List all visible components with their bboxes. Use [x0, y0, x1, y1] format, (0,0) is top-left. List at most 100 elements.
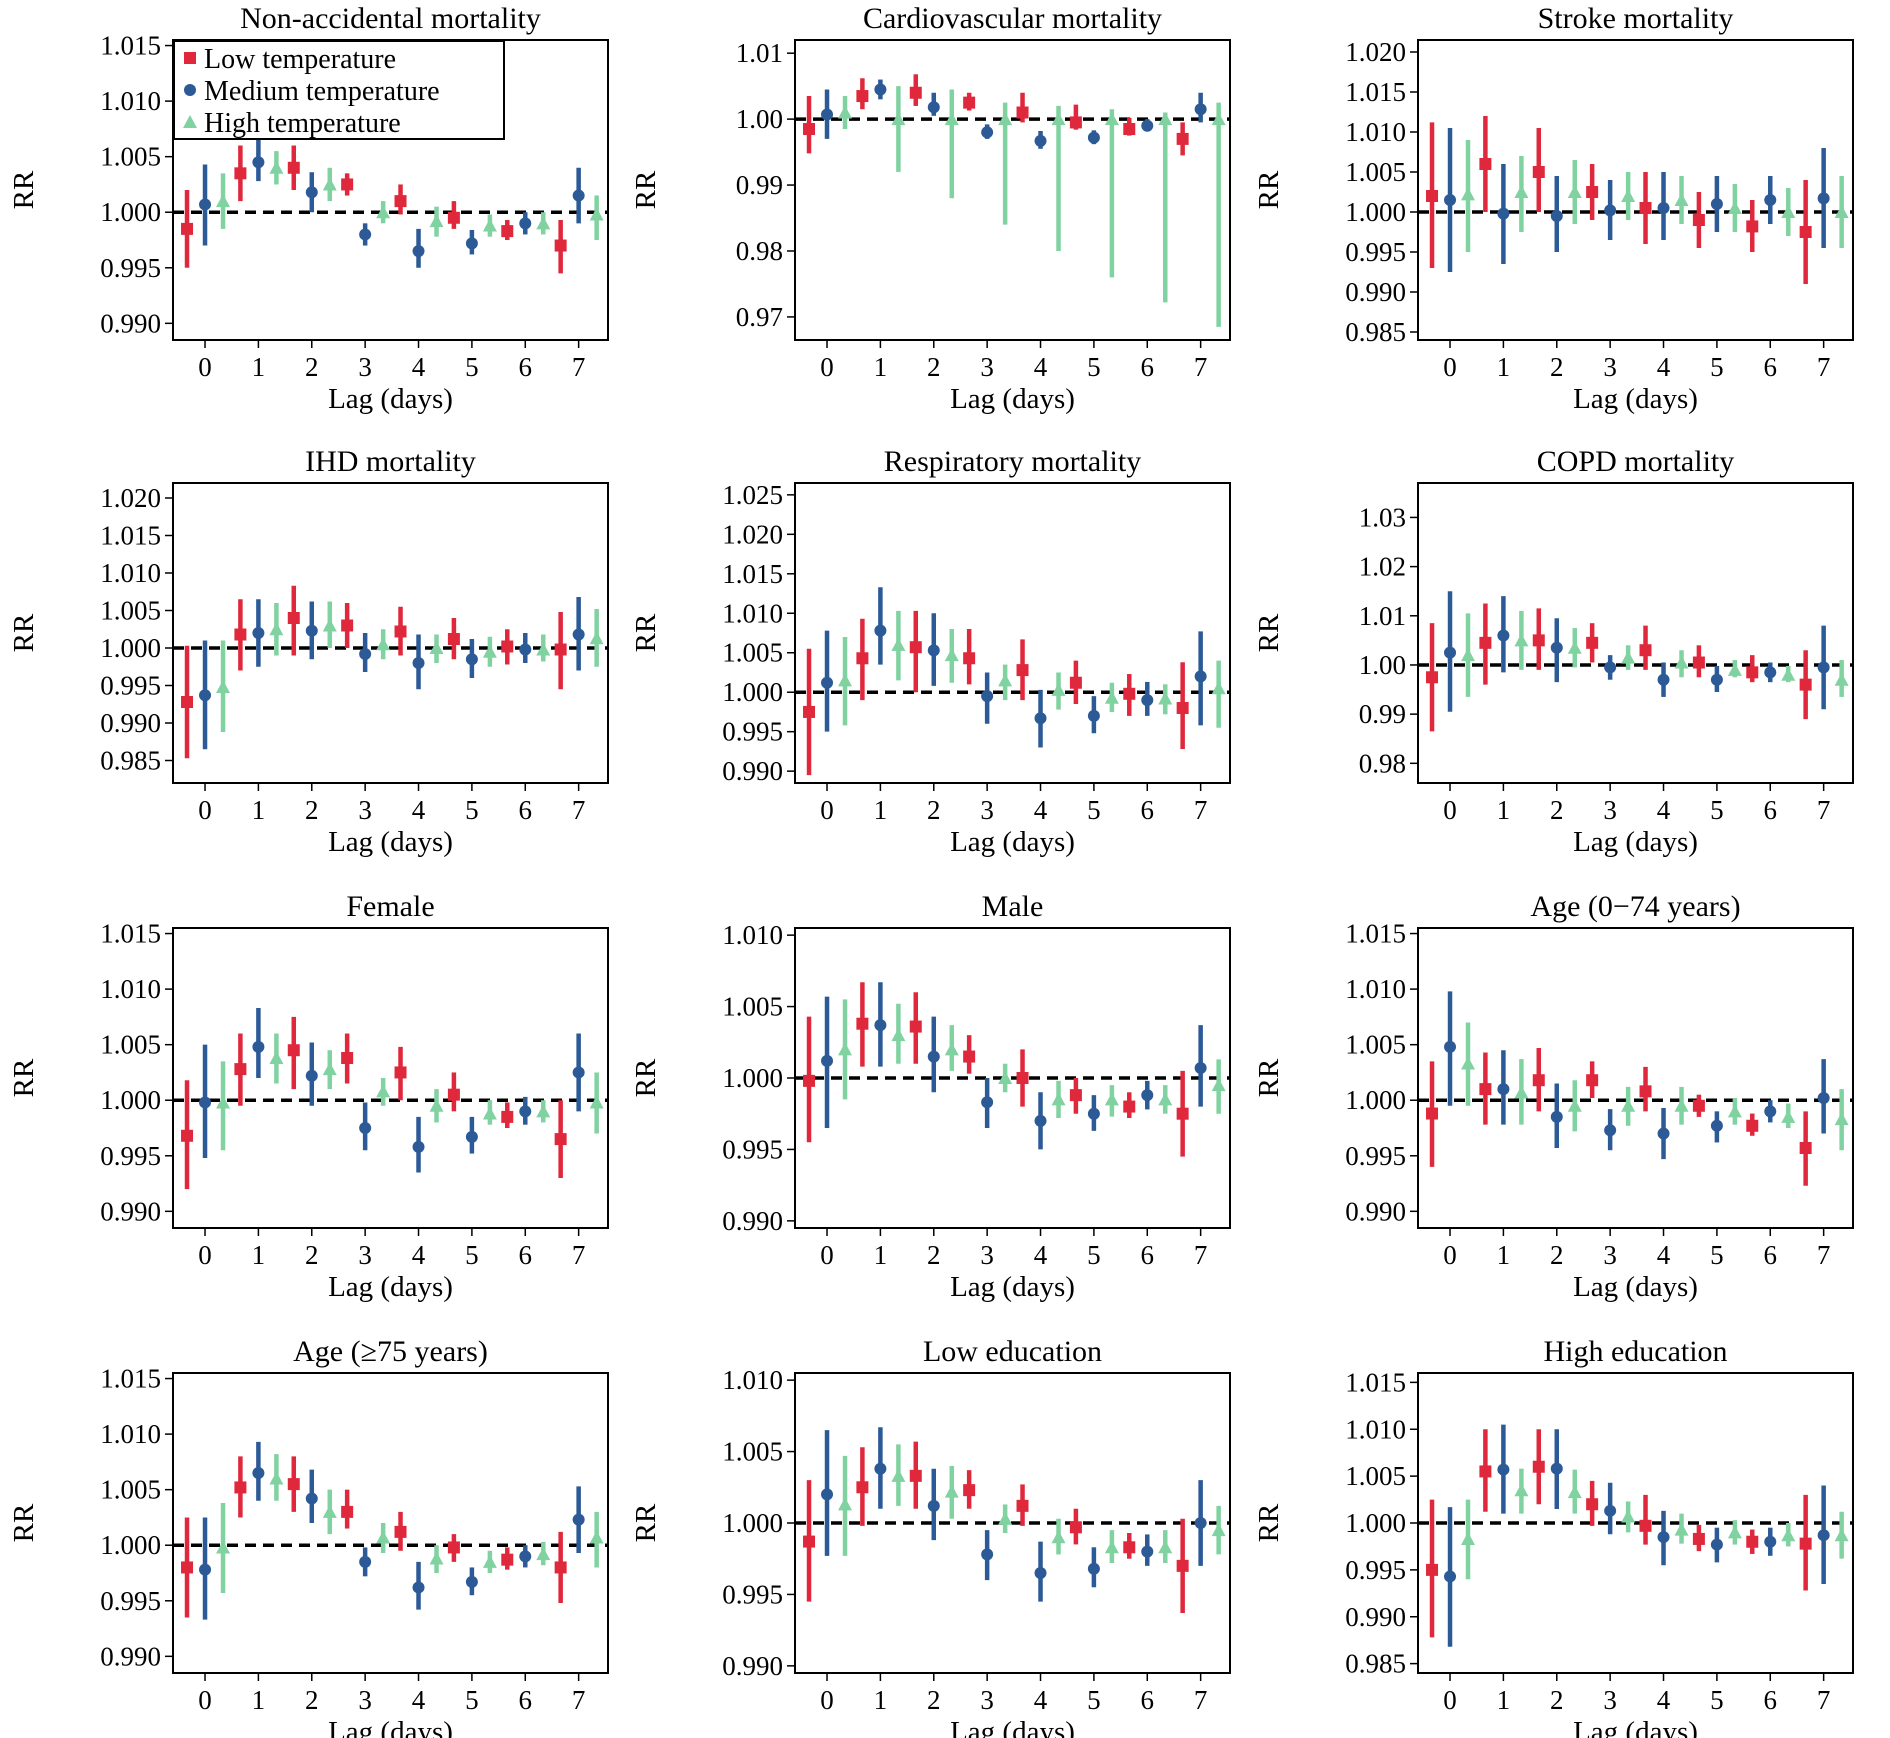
- medium-temperature-marker: [519, 1105, 532, 1118]
- y-tick-label: 1.01: [1359, 601, 1406, 631]
- x-tick-label: 5: [1710, 1685, 1724, 1715]
- high-temperature-marker: [1621, 1098, 1636, 1112]
- medium-temperature-marker: [359, 1555, 372, 1568]
- high-temperature-marker: [376, 1084, 391, 1098]
- high-temperature-marker: [891, 637, 906, 651]
- x-tick-label: 5: [1710, 795, 1724, 825]
- y-tick-label: 1.000: [100, 1085, 161, 1115]
- medium-temperature-marker: [1604, 1504, 1617, 1517]
- legend-label: Medium temperature: [204, 76, 440, 107]
- y-tick-label: 1.005: [1345, 157, 1406, 187]
- medium-temperature-marker: [1194, 1517, 1207, 1529]
- low-temperature-marker: [447, 1088, 460, 1101]
- y-tick-label: 0.995: [722, 1134, 783, 1164]
- medium-temperature-marker: [1550, 210, 1563, 222]
- x-tick-label: 2: [305, 352, 319, 382]
- low-temperature-marker: [287, 161, 300, 174]
- y-tick-label: 1.005: [722, 992, 783, 1022]
- x-axis-label: Lag (days): [950, 1271, 1075, 1303]
- low-temperature-marker: [181, 1561, 194, 1574]
- high-temperature-marker: [1051, 1092, 1066, 1106]
- x-axis-label: Lag (days): [328, 383, 453, 415]
- medium-temperature-marker: [981, 1096, 994, 1109]
- y-tick-label: 1.005: [722, 1437, 783, 1467]
- medium-temperature-marker: [1817, 661, 1830, 674]
- medium-temperature-marker: [1604, 204, 1617, 217]
- x-tick-label: 3: [1603, 352, 1617, 382]
- low-temperature-marker: [1799, 1142, 1812, 1154]
- low-temperature-marker: [909, 86, 922, 99]
- low-temperature-marker: [394, 1066, 407, 1079]
- x-tick-label: 5: [1710, 352, 1724, 382]
- high-temperature-marker: [1621, 650, 1636, 664]
- low-temperature-marker: [1069, 1089, 1082, 1102]
- y-tick-label: 1.010: [100, 974, 161, 1004]
- x-tick-label: 4: [1657, 352, 1671, 382]
- x-tick-label: 5: [465, 1240, 479, 1270]
- chart-panel: IHD mortality 0.985 0.990 0.995 1.000 1.005 1.…: [8, 445, 609, 858]
- axes-frame: [1417, 39, 1854, 341]
- medium-temperature-marker: [1550, 641, 1563, 654]
- x-tick-label: 2: [1550, 1240, 1564, 1270]
- high-temperature-marker: [376, 1530, 391, 1544]
- high-temperature-marker: [429, 1551, 444, 1565]
- high-temperature-marker: [1727, 1104, 1742, 1118]
- x-tick-label: 1: [252, 1240, 266, 1270]
- low-temperature-marker: [1586, 186, 1599, 198]
- medium-temperature-marker: [305, 624, 318, 637]
- chart-panel: High education 0.985 0.990 0.995 1.000 1.005 1…: [1253, 1335, 1854, 1738]
- x-tick-label: 0: [198, 795, 212, 825]
- high-temperature-marker: [322, 618, 337, 632]
- x-tick-label: 6: [519, 795, 533, 825]
- x-tick-label: 6: [519, 1685, 533, 1715]
- low-temperature-marker: [341, 1052, 354, 1064]
- y-tick-label: 0.995: [1345, 1555, 1406, 1585]
- low-temperature-marker: [803, 705, 816, 718]
- medium-temperature-marker: [1817, 1529, 1830, 1542]
- y-tick-label: 0.990: [1345, 1196, 1406, 1226]
- low-temperature-marker: [963, 96, 976, 109]
- x-tick-label: 6: [1141, 1240, 1155, 1270]
- x-tick-label: 3: [358, 1685, 372, 1715]
- x-axis-label: Lag (days): [1573, 383, 1698, 415]
- x-tick-label: 2: [927, 795, 941, 825]
- medium-temperature-marker: [1034, 134, 1047, 147]
- y-axis-label: RR: [8, 1503, 40, 1542]
- low-temperature-marker: [1692, 214, 1705, 226]
- high-temperature-marker: [429, 214, 444, 228]
- low-temperature-marker: [554, 1133, 567, 1146]
- medium-temperature-marker: [1034, 712, 1047, 725]
- low-temperature-marker: [1692, 1532, 1705, 1545]
- medium-temperature-marker: [305, 186, 318, 199]
- x-tick-label: 0: [1443, 1240, 1457, 1270]
- medium-temperature-marker: [465, 237, 478, 250]
- medium-temperature-marker: [412, 1581, 425, 1594]
- medium-temperature-marker: [412, 1140, 425, 1153]
- high-temperature-marker: [1158, 1092, 1173, 1106]
- y-tick-label: 0.97: [736, 302, 783, 332]
- high-temperature-marker: [838, 1497, 853, 1511]
- y-tick-label: 1.005: [1345, 1461, 1406, 1491]
- high-temperature-marker: [269, 1051, 284, 1064]
- y-tick-label: 1.010: [722, 1365, 783, 1395]
- high-temperature-marker: [589, 1095, 604, 1109]
- low-temperature-marker: [1479, 158, 1492, 170]
- low-temperature-marker: [1746, 1535, 1759, 1548]
- low-temperature-marker: [856, 1017, 869, 1030]
- axes-frame: [172, 482, 609, 784]
- high-temperature-marker: [269, 622, 284, 636]
- high-temperature-marker: [1781, 205, 1796, 218]
- medium-temperature-marker: [1141, 1545, 1154, 1558]
- medium-temperature-marker: [1550, 1462, 1563, 1475]
- low-temperature-marker: [1426, 1107, 1439, 1120]
- y-tick-label: 1.000: [722, 1063, 783, 1093]
- medium-temperature-marker: [572, 628, 585, 641]
- y-axis-label: RR: [8, 613, 40, 652]
- low-temperature-marker: [1692, 1099, 1705, 1112]
- medium-temperature-marker: [572, 1513, 585, 1526]
- high-temperature-marker: [269, 160, 284, 174]
- medium-temperature-marker: [927, 1499, 940, 1512]
- high-temperature-marker: [1727, 1525, 1742, 1539]
- x-tick-label: 3: [980, 1685, 994, 1715]
- high-temperature-marker: [1514, 1085, 1529, 1099]
